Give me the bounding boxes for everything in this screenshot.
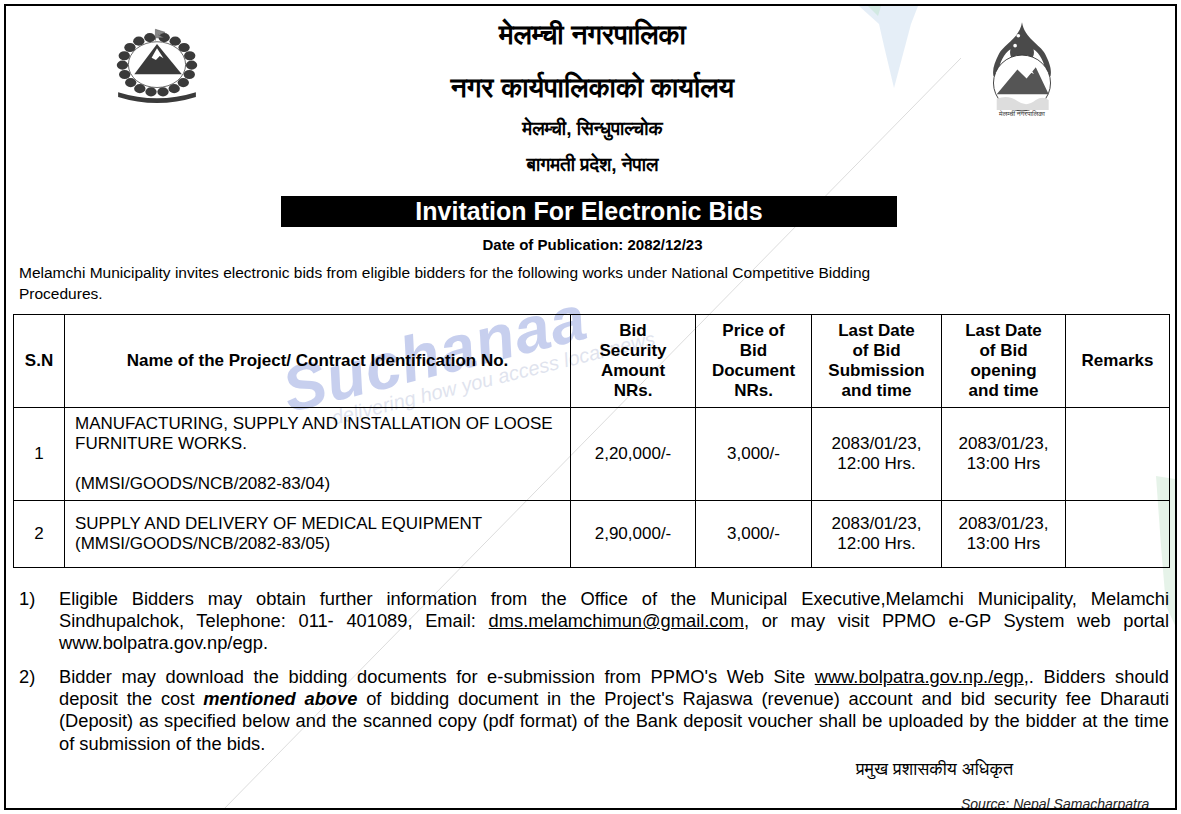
svg-text:मेलम्ची नगरपालिका: मेलम्ची नगरपालिका xyxy=(998,110,1045,117)
